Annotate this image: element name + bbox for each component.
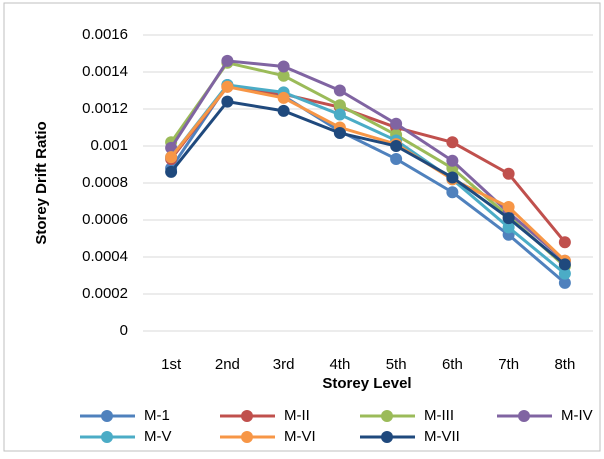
data-point bbox=[558, 258, 571, 271]
x-tick-label: 4th bbox=[329, 356, 350, 373]
series-line bbox=[169, 61, 566, 268]
data-point bbox=[390, 140, 403, 152]
y-tick-label: 0.0016 bbox=[82, 26, 128, 43]
data-point bbox=[502, 201, 515, 214]
legend-marker bbox=[381, 410, 393, 422]
legend-label: M-VII bbox=[424, 428, 460, 445]
y-tick-label: 0.0006 bbox=[82, 211, 128, 228]
data-point bbox=[221, 95, 234, 108]
data-point bbox=[390, 117, 403, 130]
data-point bbox=[446, 186, 459, 199]
data-point bbox=[390, 152, 403, 165]
y-tick-label: 0.0014 bbox=[82, 63, 128, 80]
y-tick-label: 0.0008 bbox=[82, 174, 128, 191]
legend-label: M-VI bbox=[284, 428, 316, 445]
legend-label: M-1 bbox=[144, 407, 170, 424]
legend-marker bbox=[101, 431, 113, 443]
x-tick-label: 1st bbox=[161, 356, 182, 373]
x-tick-label: 3rd bbox=[273, 356, 295, 373]
y-tick-label: 0 bbox=[120, 322, 128, 339]
data-point bbox=[333, 99, 346, 112]
legend-marker bbox=[101, 410, 113, 422]
data-point bbox=[558, 236, 571, 249]
x-tick-label: 8th bbox=[554, 356, 575, 373]
x-axis-label: Storey Level bbox=[322, 375, 411, 392]
legend-label: M-III bbox=[424, 407, 454, 424]
data-point bbox=[333, 84, 346, 97]
legend-marker bbox=[241, 410, 253, 422]
x-tick-label: 2nd bbox=[215, 356, 240, 373]
series-line bbox=[169, 83, 566, 275]
data-point bbox=[221, 80, 234, 93]
data-point bbox=[277, 60, 290, 73]
legend-label: M-IV bbox=[561, 407, 593, 424]
data-point bbox=[446, 136, 459, 149]
x-tick-label: 5th bbox=[386, 356, 407, 373]
legend-label: M-II bbox=[284, 407, 310, 424]
data-point bbox=[277, 104, 290, 117]
series-line bbox=[169, 85, 566, 262]
data-point bbox=[165, 165, 178, 178]
data-point bbox=[333, 127, 346, 140]
data-point bbox=[502, 221, 515, 234]
data-point bbox=[277, 91, 290, 104]
data-point bbox=[277, 69, 290, 82]
data-point bbox=[502, 212, 515, 225]
x-tick-label: 6th bbox=[442, 356, 463, 373]
y-tick-label: 0.0004 bbox=[82, 248, 128, 265]
data-point bbox=[165, 151, 178, 164]
data-point bbox=[558, 267, 571, 280]
data-point bbox=[446, 171, 459, 184]
legend-marker bbox=[381, 431, 393, 443]
x-tick-label: 7th bbox=[498, 356, 519, 373]
y-tick-label: 0.001 bbox=[90, 137, 128, 154]
y-tick-label: 0.0012 bbox=[82, 100, 128, 117]
series-line bbox=[169, 99, 566, 266]
data-point bbox=[446, 154, 459, 167]
data-point bbox=[502, 167, 515, 180]
legend-marker bbox=[518, 410, 530, 422]
legend-marker bbox=[241, 431, 253, 443]
legend-label: M-V bbox=[144, 428, 172, 445]
data-point bbox=[333, 108, 346, 121]
y-tick-label: 0.0002 bbox=[82, 285, 128, 302]
data-point bbox=[221, 54, 234, 67]
data-point bbox=[558, 276, 571, 289]
y-axis-label: Storey Drift Ratio bbox=[33, 121, 50, 244]
